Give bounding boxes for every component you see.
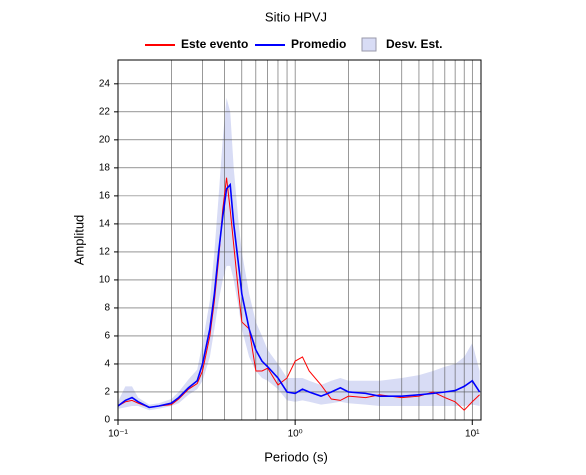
- x-tick-label: 10¹: [465, 429, 480, 440]
- legend-label: Promedio: [291, 37, 346, 51]
- legend: Este evento Promedio Desv. Est.: [145, 37, 442, 52]
- chart-title: Sitio HPVJ: [265, 9, 327, 24]
- legend-label: Desv. Est.: [386, 37, 442, 51]
- y-tick-label: 6: [104, 331, 110, 342]
- std-band: [118, 97, 480, 411]
- y-tick-label: 18: [99, 163, 111, 174]
- plot-frame: [117, 59, 482, 421]
- series-line: [117, 177, 480, 411]
- y-tick-label: 4: [104, 359, 110, 370]
- y-tick-label: 20: [99, 134, 111, 145]
- x-tick-label: 10⁻¹: [108, 429, 128, 440]
- y-tick-label: 10: [99, 275, 111, 286]
- y-tick-label: 22: [99, 106, 111, 117]
- legend-label: Este evento: [181, 37, 248, 51]
- y-tick-label: 2: [104, 387, 110, 398]
- y-tick-label: 0: [104, 415, 110, 426]
- y-tick-label: 16: [99, 191, 111, 202]
- x-tick-label: 10⁰: [288, 429, 303, 440]
- y-tick-label: 24: [99, 78, 111, 89]
- series-line: [117, 182, 481, 409]
- y-tick-label: 14: [99, 219, 111, 230]
- legend-swatch: [361, 37, 377, 52]
- x-axis-label: Periodo (s): [264, 449, 328, 464]
- y-axis-label: Amplitud: [71, 215, 86, 266]
- y-tick-label: 12: [99, 247, 111, 258]
- y-tick-label: 8: [104, 303, 110, 314]
